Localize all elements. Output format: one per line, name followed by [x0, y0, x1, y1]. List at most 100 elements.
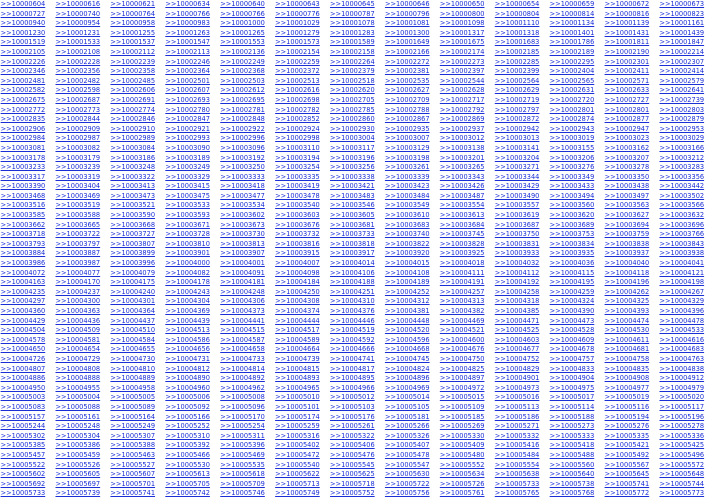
reply-link[interactable]: >>10005271	[494, 422, 540, 431]
reply-link[interactable]: >>10003668	[110, 220, 156, 229]
reply-link[interactable]: >>10002411	[604, 67, 650, 76]
reply-link[interactable]: >>10003110	[275, 143, 320, 152]
reply-link[interactable]: >>10003673	[220, 220, 265, 229]
reply-link[interactable]: >>10004668	[384, 345, 430, 354]
reply-link[interactable]: >>10000796	[384, 9, 430, 18]
reply-link[interactable]: >>10003329	[165, 172, 210, 181]
reply-link[interactable]: >>10004958	[110, 383, 156, 392]
reply-link[interactable]: >>10005713	[275, 479, 320, 488]
reply-link[interactable]: >>10004592	[330, 335, 375, 344]
reply-link[interactable]: >>10003793	[0, 239, 46, 248]
reply-link[interactable]: >>10003519	[55, 201, 101, 210]
reply-link[interactable]: >>10004731	[165, 354, 210, 363]
reply-link[interactable]: >>10002844	[55, 115, 101, 124]
reply-link[interactable]: >>10004519	[330, 326, 375, 335]
reply-link[interactable]: >>10000800	[439, 9, 485, 18]
reply-link[interactable]: >>10005457	[0, 450, 46, 459]
reply-link[interactable]: >>10003023	[604, 134, 650, 143]
reply-link[interactable]: >>10004376	[330, 307, 375, 315]
reply-link[interactable]: >>10005101	[275, 402, 320, 411]
reply-link[interactable]: >>10000727	[0, 9, 46, 18]
reply-link[interactable]: >>10004444	[275, 316, 320, 325]
reply-link[interactable]: >>10003925	[439, 249, 485, 258]
reply-link[interactable]: >>10001589	[330, 38, 375, 47]
reply-link[interactable]: >>10005116	[604, 402, 650, 411]
reply-link[interactable]: >>10001081	[384, 19, 430, 28]
reply-link[interactable]: >>10004175	[110, 278, 156, 287]
reply-link[interactable]: >>10004188	[330, 278, 375, 287]
reply-link[interactable]: >>10000604	[0, 0, 46, 8]
reply-link[interactable]: >>10004478	[659, 316, 705, 325]
reply-link[interactable]: >>10004893	[275, 374, 320, 383]
reply-link[interactable]: >>10005744	[659, 479, 705, 488]
reply-link[interactable]: >>10003494	[549, 191, 595, 200]
reply-link[interactable]: >>10004300	[55, 297, 101, 306]
reply-link[interactable]: >>10003082	[55, 143, 101, 152]
reply-link[interactable]: >>10003356	[659, 172, 705, 181]
reply-link[interactable]: >>10004530	[604, 326, 650, 335]
reply-link[interactable]: >>10005476	[330, 450, 375, 459]
reply-link[interactable]: >>10002364	[165, 67, 210, 76]
reply-link[interactable]: >>10005625	[330, 470, 375, 479]
reply-link[interactable]: >>10005638	[494, 470, 540, 479]
reply-link[interactable]: >>10003423	[384, 182, 430, 191]
reply-link[interactable]: >>10005472	[275, 450, 320, 459]
reply-link[interactable]: >>10004312	[384, 297, 430, 306]
reply-link[interactable]: >>10003198	[384, 153, 430, 162]
reply-link[interactable]: >>10004750	[439, 354, 485, 363]
reply-link[interactable]: >>10005089	[110, 402, 156, 411]
reply-link[interactable]: >>10005692	[0, 479, 46, 488]
reply-link[interactable]: >>10002953	[659, 124, 705, 133]
reply-link[interactable]: >>10004513	[165, 326, 210, 335]
reply-link[interactable]: >>10004329	[659, 297, 705, 306]
reply-link[interactable]: >>10004240	[110, 287, 156, 296]
reply-link[interactable]: >>10003469	[55, 191, 101, 200]
reply-link[interactable]: >>10001573	[275, 38, 320, 47]
reply-link[interactable]: >>10004616	[659, 335, 705, 344]
reply-link[interactable]: >>10003938	[659, 249, 705, 258]
reply-link[interactable]: >>10005010	[275, 393, 320, 402]
reply-link[interactable]: >>10004252	[384, 287, 430, 296]
reply-link[interactable]: >>10005254	[220, 422, 265, 431]
reply-link[interactable]: >>10000672	[604, 0, 650, 8]
reply-link[interactable]: >>10004658	[220, 345, 265, 354]
reply-link[interactable]: >>10004578	[0, 335, 46, 344]
reply-link[interactable]: >>10002935	[384, 124, 430, 133]
reply-link[interactable]: >>10003502	[659, 191, 705, 200]
reply-link[interactable]: >>10003834	[549, 239, 595, 248]
reply-link[interactable]: >>10001786	[549, 38, 595, 47]
reply-link[interactable]: >>10004448	[384, 316, 430, 325]
reply-link[interactable]: >>10005157	[0, 412, 46, 421]
reply-link[interactable]: >>10005186	[494, 412, 540, 421]
reply-link[interactable]: >>10005741	[604, 479, 650, 488]
reply-link[interactable]: >>10003603	[275, 211, 320, 220]
reply-link[interactable]: >>10003233	[0, 163, 46, 172]
reply-link[interactable]: >>10002356	[55, 67, 101, 76]
reply-link[interactable]: >>10003166	[659, 143, 705, 152]
reply-link[interactable]: >>10000650	[439, 0, 485, 8]
reply-link[interactable]: >>10004656	[165, 345, 210, 354]
reply-link[interactable]: >>10004259	[549, 287, 595, 296]
reply-link[interactable]: >>10005733	[0, 489, 46, 498]
reply-link[interactable]: >>10002675	[0, 95, 46, 104]
reply-link[interactable]: >>10002879	[659, 115, 705, 124]
reply-link[interactable]: >>10005634	[439, 470, 485, 479]
reply-link[interactable]: >>10005540	[275, 460, 320, 469]
reply-link[interactable]: >>10004001	[220, 259, 265, 268]
reply-link[interactable]: >>10005522	[0, 460, 46, 469]
reply-link[interactable]: >>10002535	[384, 76, 430, 85]
reply-link[interactable]: >>10002112	[110, 47, 156, 56]
reply-link[interactable]: >>10005645	[604, 470, 650, 479]
reply-link[interactable]: >>10004515	[220, 326, 265, 335]
reply-link[interactable]: >>10005092	[165, 402, 210, 411]
reply-link[interactable]: >>10000673	[659, 0, 705, 8]
reply-link[interactable]: >>10005166	[165, 412, 210, 421]
reply-link[interactable]: >>10005607	[110, 470, 156, 479]
reply-link[interactable]: >>10003129	[384, 143, 430, 152]
reply-link[interactable]: >>10004741	[330, 354, 375, 363]
reply-link[interactable]: >>10005567	[604, 460, 650, 469]
reply-link[interactable]: >>10004904	[549, 374, 595, 383]
reply-link[interactable]: >>10004360	[0, 307, 46, 315]
reply-link[interactable]: >>10004886	[0, 374, 46, 383]
reply-link[interactable]: >>10003162	[604, 143, 650, 152]
